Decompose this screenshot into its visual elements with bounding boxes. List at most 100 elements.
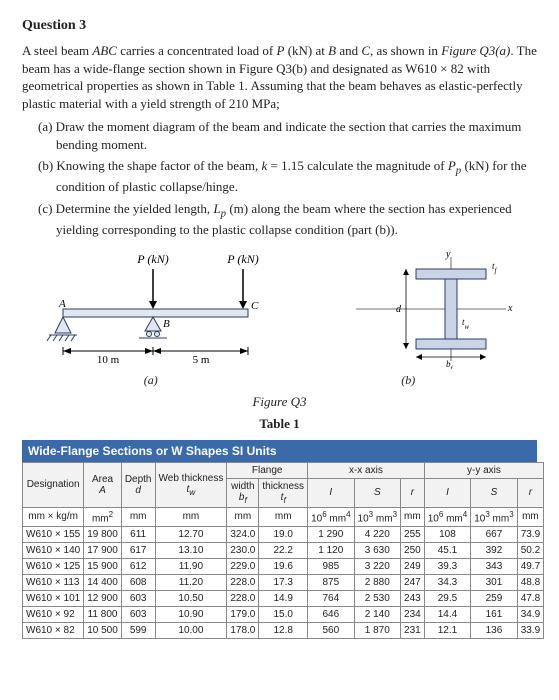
table-cell: 247 bbox=[401, 575, 425, 591]
table-cell: 243 bbox=[401, 591, 425, 607]
table-cell: 2 530 bbox=[354, 591, 400, 607]
table-cell: W610 × 82 bbox=[23, 623, 84, 639]
table-cell: 10 500 bbox=[84, 623, 122, 639]
point-c-label: C bbox=[251, 300, 259, 312]
table-cell: 50.2 bbox=[517, 543, 543, 559]
table-cell: 49.7 bbox=[517, 559, 543, 575]
table-cell: 33.9 bbox=[517, 623, 543, 639]
part-c: (c) Determine the yielded length, Lp (m)… bbox=[22, 200, 537, 239]
question-intro: A steel beam ABC carries a concentrated … bbox=[22, 42, 537, 112]
table-cell: 231 bbox=[401, 623, 425, 639]
fig-b-cap: (b) bbox=[288, 373, 528, 388]
d-label: d bbox=[396, 304, 402, 315]
fig-a-cap: (a) bbox=[31, 373, 271, 388]
table-cell: 2 140 bbox=[354, 607, 400, 623]
table-cell: 17 900 bbox=[84, 543, 122, 559]
table-row: W610 × 14017 90061713.10230.022.21 1203 … bbox=[23, 543, 544, 559]
table-cell: 667 bbox=[471, 527, 517, 543]
table-cell: W610 × 155 bbox=[23, 527, 84, 543]
table-cell: 12.70 bbox=[155, 527, 227, 543]
table-cell: 875 bbox=[308, 575, 354, 591]
table-cell: 179.0 bbox=[227, 607, 259, 623]
table-cell: 14 400 bbox=[84, 575, 122, 591]
table-cell: 985 bbox=[308, 559, 354, 575]
col-flange: Flange bbox=[227, 462, 308, 478]
table-row: W610 × 15519 80061112.70324.019.01 2904 … bbox=[23, 527, 544, 543]
table-cell: 161 bbox=[471, 607, 517, 623]
table-cell: 29.5 bbox=[424, 591, 470, 607]
table-cell: 19.6 bbox=[259, 559, 308, 575]
table-cell: 39.3 bbox=[424, 559, 470, 575]
table-cell: 11.20 bbox=[155, 575, 227, 591]
table-cell: 12.8 bbox=[259, 623, 308, 639]
table-cell: 178.0 bbox=[227, 623, 259, 639]
table-cell: 249 bbox=[401, 559, 425, 575]
table-cell: 228.0 bbox=[227, 575, 259, 591]
figure-main-caption: Figure Q3 bbox=[22, 394, 537, 410]
col-area: AreaA bbox=[84, 462, 122, 507]
table-cell: 1 120 bbox=[308, 543, 354, 559]
col-depth: Depthd bbox=[121, 462, 155, 507]
table-cell: 10.50 bbox=[155, 591, 227, 607]
col-yy-i: I bbox=[424, 478, 470, 507]
table-cell: 48.8 bbox=[517, 575, 543, 591]
part-a: (a) Draw the moment diagram of the beam … bbox=[22, 118, 537, 153]
question-title: Question 3 bbox=[22, 18, 537, 34]
table-cell: 10.00 bbox=[155, 623, 227, 639]
table-cell: 234 bbox=[401, 607, 425, 623]
table-row: W610 × 12515 90061211.90229.019.69853 22… bbox=[23, 559, 544, 575]
table-cell: 45.1 bbox=[424, 543, 470, 559]
part-b: (b) Knowing the shape factor of the beam… bbox=[22, 157, 537, 196]
table-cell: W610 × 92 bbox=[23, 607, 84, 623]
beam-diagram: P (kN) P (kN) A B C 10 m bbox=[43, 249, 303, 369]
bf-label: bf bbox=[446, 359, 454, 369]
properties-table-wrap: Wide-Flange Sections or W Shapes SI Unit… bbox=[22, 440, 537, 639]
table-cell: 10.90 bbox=[155, 607, 227, 623]
table-header-bar: Wide-Flange Sections or W Shapes SI Unit… bbox=[22, 440, 537, 462]
table-cell: 108 bbox=[424, 527, 470, 543]
table-body: W610 × 15519 80061112.70324.019.01 2904 … bbox=[23, 527, 544, 639]
table-cell: 617 bbox=[121, 543, 155, 559]
table-row: W610 × 8210 50059910.00178.012.85601 870… bbox=[23, 623, 544, 639]
table-cell: 47.8 bbox=[517, 591, 543, 607]
table-cell: 392 bbox=[471, 543, 517, 559]
table-cell: 250 bbox=[401, 543, 425, 559]
table-cell: 34.3 bbox=[424, 575, 470, 591]
table-cell: 301 bbox=[471, 575, 517, 591]
table-caption: Table 1 bbox=[22, 416, 537, 432]
table-cell: 228.0 bbox=[227, 591, 259, 607]
table-cell: 4 220 bbox=[354, 527, 400, 543]
table-cell: 560 bbox=[308, 623, 354, 639]
tw-label: tw bbox=[462, 317, 470, 331]
col-flange-width: widthbf bbox=[227, 478, 259, 507]
table-cell: 646 bbox=[308, 607, 354, 623]
table-cell: 14.4 bbox=[424, 607, 470, 623]
table-cell: 11.90 bbox=[155, 559, 227, 575]
i-section-diagram: x y tf d tw bf bbox=[346, 249, 516, 369]
col-web: Web thicknesstw bbox=[155, 462, 227, 507]
properties-table: Designation AreaA Depthd Web thicknesstw… bbox=[22, 462, 544, 639]
span-right-label: 5 m bbox=[193, 354, 210, 366]
table-cell: 764 bbox=[308, 591, 354, 607]
table-cell: 230.0 bbox=[227, 543, 259, 559]
table-cell: 12 900 bbox=[84, 591, 122, 607]
table-cell: 255 bbox=[401, 527, 425, 543]
unit-row: mm × kg/m mm2 mm mm mm mm 106 mm4 103 mm… bbox=[23, 507, 544, 526]
table-cell: 259 bbox=[471, 591, 517, 607]
table-cell: 1 290 bbox=[308, 527, 354, 543]
table-cell: 34.9 bbox=[517, 607, 543, 623]
table-row: W610 × 9211 80060310.90179.015.06462 140… bbox=[23, 607, 544, 623]
col-yy: y-y axis bbox=[424, 462, 543, 478]
table-cell: 22.2 bbox=[259, 543, 308, 559]
y-axis-label: y bbox=[445, 249, 451, 260]
x-axis-label: x bbox=[507, 303, 513, 314]
tf-label: tf bbox=[492, 261, 498, 275]
load-label-c: P (kN) bbox=[227, 252, 259, 266]
table-cell: W610 × 140 bbox=[23, 543, 84, 559]
col-xx-s: S bbox=[354, 478, 400, 507]
col-yy-s: S bbox=[471, 478, 517, 507]
table-cell: 3 630 bbox=[354, 543, 400, 559]
col-yy-r: r bbox=[517, 478, 543, 507]
table-cell: 603 bbox=[121, 607, 155, 623]
table-cell: 229.0 bbox=[227, 559, 259, 575]
